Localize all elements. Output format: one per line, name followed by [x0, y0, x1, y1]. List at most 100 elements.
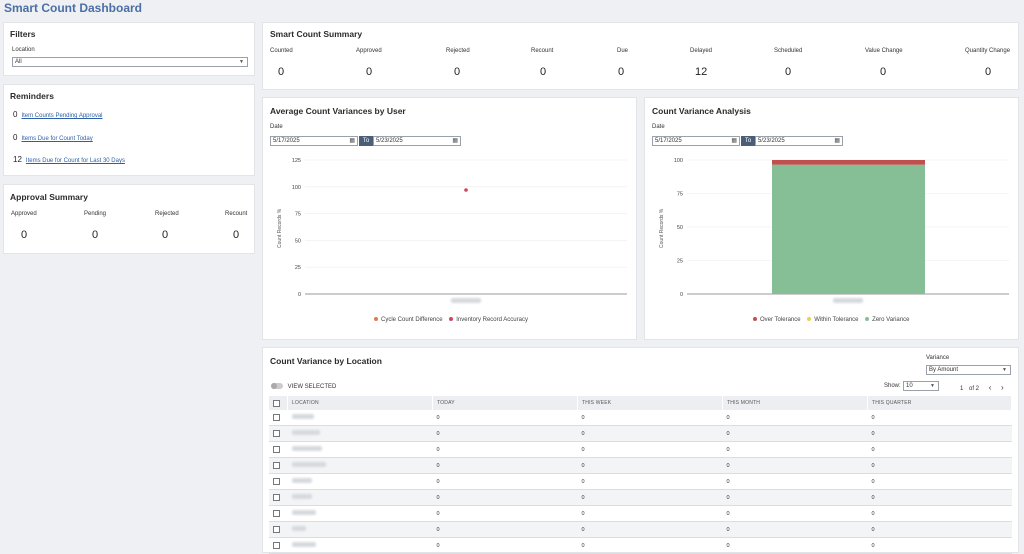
- select-all-checkbox[interactable]: [273, 399, 280, 407]
- legend-dot-icon: [753, 317, 757, 322]
- summary-rejected-value: 0: [454, 66, 461, 78]
- legend-dot-icon: [374, 317, 378, 322]
- va-date-to-value: 5/23/2025: [758, 138, 785, 144]
- calendar-icon[interactable]: ▦: [834, 138, 840, 144]
- cell-this-quarter: 0: [867, 473, 1012, 490]
- smart-count-summary-title: Smart Count Summary: [270, 29, 363, 39]
- summary-value-change-label: Value Change: [865, 48, 903, 54]
- avg-variance-chart-title: Average Count Variances by User: [270, 106, 406, 116]
- avg-variance-chart-plot: 125 100 75 50 25 0: [292, 158, 627, 298]
- va-date-from-input[interactable]: 5/17/2025 ▦: [652, 136, 740, 146]
- row-checkbox[interactable]: [273, 414, 280, 421]
- chevron-down-icon: ▼: [1002, 367, 1007, 373]
- avg-legend-item-accuracy[interactable]: Inventory Record Accuracy: [449, 317, 528, 323]
- avg-chart-legend: Cycle Count Difference Inventory Record …: [374, 317, 528, 323]
- reminder-link-pending-approval[interactable]: Item Counts Pending Approval: [21, 113, 103, 119]
- reminder-link-last-30-days[interactable]: Items Due for Count for Last 30 Days: [25, 158, 125, 164]
- cell-today: 0: [432, 521, 578, 538]
- avg-legend-label-accuracy: Inventory Record Accuracy: [456, 317, 528, 323]
- row-checkbox[interactable]: [273, 446, 280, 453]
- cell-this-month: 0: [722, 505, 868, 522]
- y-tick-label: 50: [295, 238, 301, 244]
- cell-today: 0: [432, 410, 578, 426]
- row-checkbox[interactable]: [273, 542, 280, 549]
- show-count-select[interactable]: 10 ▼: [903, 381, 939, 391]
- va-legend-item-zero[interactable]: Zero Variance: [865, 317, 909, 323]
- summary-value-change-value: 0: [880, 66, 887, 78]
- cell-this-week: 0: [577, 410, 723, 426]
- column-header-today[interactable]: TODAY: [432, 396, 578, 410]
- reminders-title: Reminders: [10, 91, 54, 101]
- calendar-icon[interactable]: ▦: [349, 138, 355, 144]
- column-header-location[interactable]: LOCATION: [287, 396, 433, 410]
- legend-dot-icon: [807, 317, 812, 322]
- cell-this-quarter: 0: [867, 505, 1012, 522]
- cell-this-quarter: 0: [867, 410, 1012, 426]
- row-checkbox[interactable]: [273, 494, 280, 501]
- column-header-this-month[interactable]: THIS MONTH: [722, 396, 868, 410]
- cell-this-quarter: 0: [867, 425, 1012, 442]
- row-checkbox[interactable]: [273, 478, 280, 485]
- show-count-value: 10: [906, 383, 913, 389]
- avg-date-from-value: 5/17/2025: [273, 138, 300, 144]
- avg-variance-chart-card: Average Count Variances by User Date 5/1…: [262, 97, 637, 340]
- summary-scheduled-value: 0: [785, 66, 792, 78]
- summary-approved-label: Approved: [356, 48, 382, 54]
- y-tick-label: 50: [677, 225, 683, 231]
- reminders-card: Reminders 0 Item Counts Pending Approval …: [3, 84, 255, 176]
- toggle-switch-icon: [271, 383, 283, 389]
- location-name: [291, 542, 316, 547]
- y-tick-label: 75: [677, 192, 683, 198]
- calendar-icon[interactable]: ▦: [731, 138, 737, 144]
- y-tick-label: 0: [298, 292, 301, 298]
- cell-this-month: 0: [722, 473, 868, 490]
- summary-quantity-change-label: Quantity Change: [965, 48, 1011, 54]
- row-checkbox[interactable]: [273, 526, 280, 533]
- avg-legend-label-cycle: Cycle Count Difference: [381, 317, 443, 323]
- cell-this-week: 0: [577, 521, 723, 538]
- variance-select[interactable]: By Amount ▼: [926, 365, 1011, 375]
- approval-recount-label: Recount: [225, 211, 248, 217]
- location-name: [291, 526, 306, 531]
- va-legend-label-within: Within Tolerance: [814, 317, 859, 323]
- smart-count-summary-card: Smart Count Summary Counted Approved Rej…: [262, 22, 1019, 90]
- avg-legend-item-cycle[interactable]: Cycle Count Difference: [374, 317, 443, 323]
- legend-dot-icon: [449, 317, 454, 322]
- va-date-to-input[interactable]: 5/23/2025 ▦: [755, 136, 843, 146]
- location-select[interactable]: All ▼: [12, 57, 248, 67]
- va-legend-item-within[interactable]: Within Tolerance: [807, 317, 859, 323]
- cell-this-quarter: 0: [867, 441, 1012, 458]
- cell-this-month: 0: [722, 521, 868, 538]
- column-header-this-week[interactable]: THIS WEEK: [577, 396, 723, 410]
- chevron-right-icon[interactable]: ›: [1001, 383, 1004, 392]
- chevron-left-icon[interactable]: ‹: [988, 383, 992, 392]
- va-legend-item-over[interactable]: Over Tolerance: [753, 317, 801, 323]
- row-checkbox[interactable]: [273, 510, 280, 517]
- calendar-icon[interactable]: ▦: [452, 138, 458, 144]
- location-table-title: Count Variance by Location: [270, 356, 382, 366]
- va-date-label: Date: [652, 124, 665, 130]
- row-checkbox[interactable]: [273, 430, 280, 437]
- row-checkbox[interactable]: [273, 462, 280, 469]
- view-selected-toggle[interactable]: VIEW SELECTED: [271, 383, 336, 390]
- filters-title: Filters: [10, 29, 36, 39]
- page-current: 1: [960, 386, 964, 392]
- approval-pending-value: 0: [92, 229, 99, 241]
- cell-this-quarter: 0: [867, 489, 1012, 506]
- cell-this-month: 0: [722, 441, 868, 458]
- reminder-link-due-today[interactable]: Items Due for Count Today: [21, 136, 93, 142]
- avg-date-to-input[interactable]: 5/23/2025 ▦: [373, 136, 461, 146]
- y-tick-label: 25: [677, 259, 683, 265]
- location-name: [291, 462, 326, 467]
- summary-counted-label: Counted: [270, 48, 293, 54]
- summary-rejected-label: Rejected: [446, 48, 470, 54]
- location-name: [291, 446, 322, 451]
- variance-analysis-chart-card: Count Variance Analysis Date 5/17/2025 ▦…: [644, 97, 1019, 340]
- pagination: 1 of 2 ‹ ›: [960, 383, 1004, 392]
- variance-label: Variance: [926, 355, 950, 361]
- avg-date-from-input[interactable]: 5/17/2025 ▦: [270, 136, 358, 146]
- column-header-this-quarter[interactable]: THIS QUARTER: [867, 396, 1012, 410]
- y-tick-label: 100: [292, 185, 301, 191]
